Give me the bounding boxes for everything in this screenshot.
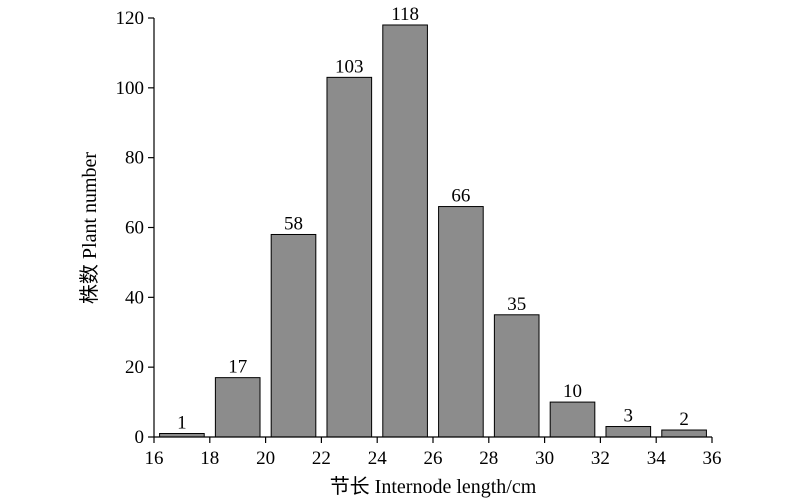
- bar-34-36: [661, 429, 707, 438]
- y-tick-label: 0: [135, 427, 145, 448]
- bar-20-22: [270, 233, 317, 438]
- y-axis-title: 株数 Plant number: [78, 152, 101, 305]
- bar-value-label: 2: [679, 409, 689, 430]
- y-tick-label: 120: [116, 8, 145, 29]
- y-tick-label: 60: [125, 218, 144, 239]
- bar-value-label: 10: [563, 381, 582, 402]
- bar-value-label: 35: [507, 294, 526, 315]
- x-tick-label: 16: [145, 448, 164, 469]
- x-tick-label: 18: [200, 448, 219, 469]
- x-tick-label: 34: [647, 448, 667, 469]
- bar-value-label: 66: [451, 186, 470, 207]
- x-tick-label: 36: [703, 448, 722, 469]
- bars-group: [159, 24, 707, 438]
- y-tick-label: 100: [116, 78, 145, 99]
- bar-value-label: 1: [177, 413, 187, 434]
- y-tick-label: 80: [125, 148, 144, 169]
- bar-28-30: [493, 314, 540, 438]
- y-ticks-group: 0 20 40 60 80 100 120: [116, 8, 154, 448]
- bar-value-label: 17: [228, 357, 247, 378]
- bar-26-28: [438, 206, 484, 438]
- bar-value-label: 3: [624, 406, 634, 427]
- x-tick-label: 30: [535, 448, 554, 469]
- bar-value-label: 103: [335, 56, 364, 77]
- bar-32-34: [605, 426, 652, 438]
- bar-value-label: 118: [391, 4, 419, 25]
- x-axis-title: 节长 Internode length/cm: [330, 475, 537, 498]
- x-tick-label: 28: [479, 448, 498, 469]
- x-tick-label: 20: [256, 448, 275, 469]
- y-tick-label: 40: [125, 287, 144, 308]
- bar-value-label: 58: [284, 213, 303, 234]
- bar-24-26: [382, 24, 428, 438]
- x-tick-label: 32: [591, 448, 610, 469]
- x-tick-label: 22: [312, 448, 331, 469]
- x-tick-label: 24: [368, 448, 388, 469]
- x-ticks-group: 16 18 20 22 24 26 28 30 32 34 36: [145, 437, 722, 469]
- y-tick-label: 20: [125, 357, 144, 378]
- bar-30-32: [549, 401, 596, 438]
- x-tick-label: 26: [424, 448, 443, 469]
- bar-22-24: [326, 76, 373, 438]
- bar-18-20: [214, 377, 261, 438]
